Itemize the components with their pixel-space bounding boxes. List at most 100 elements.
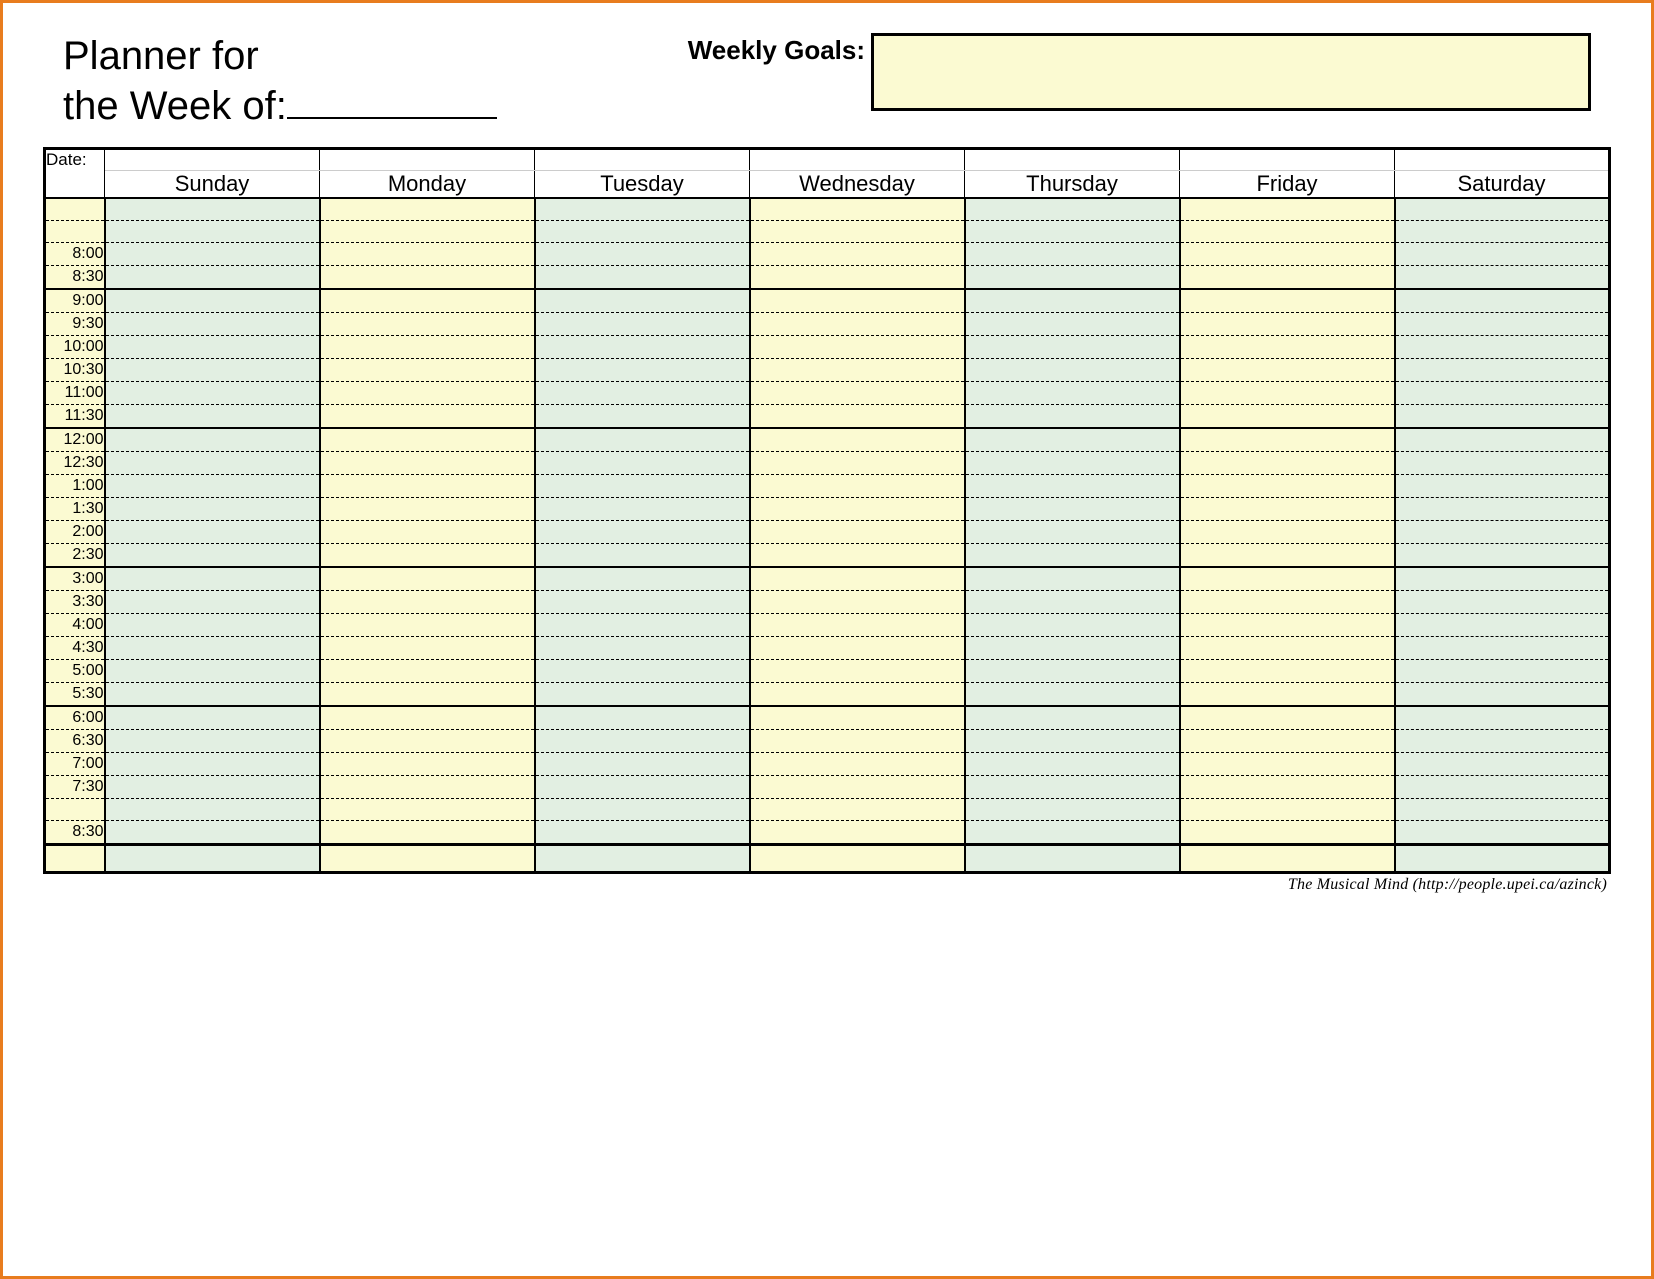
slot-cell[interactable] xyxy=(1180,497,1395,520)
slot-cell[interactable] xyxy=(535,474,750,497)
slot-cell[interactable] xyxy=(1180,358,1395,381)
slot-cell[interactable] xyxy=(105,729,320,752)
slot-cell[interactable] xyxy=(105,636,320,659)
slot-cell[interactable] xyxy=(1180,265,1395,289)
slot-cell[interactable] xyxy=(320,520,535,543)
slot-cell[interactable] xyxy=(1180,844,1395,872)
slot-cell[interactable] xyxy=(320,682,535,706)
slot-cell[interactable] xyxy=(105,682,320,706)
slot-cell[interactable] xyxy=(750,381,965,404)
slot-cell[interactable] xyxy=(535,242,750,265)
slot-cell[interactable] xyxy=(535,220,750,242)
slot-cell[interactable] xyxy=(1395,567,1610,591)
slot-cell[interactable] xyxy=(535,358,750,381)
slot-cell[interactable] xyxy=(1180,659,1395,682)
slot-cell[interactable] xyxy=(1180,752,1395,775)
slot-cell[interactable] xyxy=(750,358,965,381)
slot-cell[interactable] xyxy=(535,752,750,775)
slot-cell[interactable] xyxy=(1395,220,1610,242)
slot-cell[interactable] xyxy=(105,220,320,242)
slot-cell[interactable] xyxy=(320,220,535,242)
slot-cell[interactable] xyxy=(105,590,320,613)
slot-cell[interactable] xyxy=(965,289,1180,313)
slot-cell[interactable] xyxy=(1395,242,1610,265)
slot-cell[interactable] xyxy=(105,451,320,474)
slot-cell[interactable] xyxy=(1395,358,1610,381)
slot-cell[interactable] xyxy=(105,242,320,265)
slot-cell[interactable] xyxy=(320,404,535,428)
slot-cell[interactable] xyxy=(1180,381,1395,404)
slot-cell[interactable] xyxy=(320,775,535,798)
slot-cell[interactable] xyxy=(535,335,750,358)
slot-cell[interactable] xyxy=(1395,820,1610,844)
slot-cell[interactable] xyxy=(1395,520,1610,543)
slot-cell[interactable] xyxy=(750,451,965,474)
slot-cell[interactable] xyxy=(105,198,320,220)
slot-cell[interactable] xyxy=(1180,706,1395,730)
slot-cell[interactable] xyxy=(750,798,965,820)
slot-cell[interactable] xyxy=(965,613,1180,636)
slot-cell[interactable] xyxy=(320,659,535,682)
slot-cell[interactable] xyxy=(535,844,750,872)
slot-cell[interactable] xyxy=(750,636,965,659)
slot-cell[interactable] xyxy=(1395,451,1610,474)
slot-cell[interactable] xyxy=(320,752,535,775)
slot-cell[interactable] xyxy=(105,752,320,775)
slot-cell[interactable] xyxy=(750,613,965,636)
slot-cell[interactable] xyxy=(750,659,965,682)
slot-cell[interactable] xyxy=(1180,613,1395,636)
slot-cell[interactable] xyxy=(320,820,535,844)
slot-cell[interactable] xyxy=(320,198,535,220)
slot-cell[interactable] xyxy=(965,567,1180,591)
slot-cell[interactable] xyxy=(535,265,750,289)
slot-cell[interactable] xyxy=(535,798,750,820)
slot-cell[interactable] xyxy=(965,474,1180,497)
slot-cell[interactable] xyxy=(750,312,965,335)
slot-cell[interactable] xyxy=(1180,590,1395,613)
slot-cell[interactable] xyxy=(320,567,535,591)
slot-cell[interactable] xyxy=(1395,844,1610,872)
slot-cell[interactable] xyxy=(105,497,320,520)
slot-cell[interactable] xyxy=(1180,729,1395,752)
slot-cell[interactable] xyxy=(105,543,320,567)
slot-cell[interactable] xyxy=(965,729,1180,752)
slot-cell[interactable] xyxy=(1395,682,1610,706)
slot-cell[interactable] xyxy=(535,659,750,682)
slot-cell[interactable] xyxy=(1395,659,1610,682)
slot-cell[interactable] xyxy=(965,682,1180,706)
slot-cell[interactable] xyxy=(1180,798,1395,820)
slot-cell[interactable] xyxy=(1395,289,1610,313)
slot-cell[interactable] xyxy=(320,335,535,358)
slot-cell[interactable] xyxy=(965,497,1180,520)
slot-cell[interactable] xyxy=(965,590,1180,613)
slot-cell[interactable] xyxy=(105,820,320,844)
slot-cell[interactable] xyxy=(105,289,320,313)
slot-cell[interactable] xyxy=(535,312,750,335)
slot-cell[interactable] xyxy=(320,543,535,567)
slot-cell[interactable] xyxy=(750,520,965,543)
slot-cell[interactable] xyxy=(1395,335,1610,358)
slot-cell[interactable] xyxy=(1395,729,1610,752)
slot-cell[interactable] xyxy=(1395,381,1610,404)
slot-cell[interactable] xyxy=(1180,335,1395,358)
slot-cell[interactable] xyxy=(535,381,750,404)
slot-cell[interactable] xyxy=(105,381,320,404)
slot-cell[interactable] xyxy=(965,520,1180,543)
slot-cell[interactable] xyxy=(965,242,1180,265)
slot-cell[interactable] xyxy=(965,404,1180,428)
slot-cell[interactable] xyxy=(1395,312,1610,335)
slot-cell[interactable] xyxy=(105,335,320,358)
slot-cell[interactable] xyxy=(965,358,1180,381)
slot-cell[interactable] xyxy=(1180,682,1395,706)
slot-cell[interactable] xyxy=(965,312,1180,335)
slot-cell[interactable] xyxy=(750,682,965,706)
slot-cell[interactable] xyxy=(1395,706,1610,730)
slot-cell[interactable] xyxy=(1395,198,1610,220)
slot-cell[interactable] xyxy=(965,335,1180,358)
slot-cell[interactable] xyxy=(965,798,1180,820)
slot-cell[interactable] xyxy=(105,358,320,381)
slot-cell[interactable] xyxy=(105,844,320,872)
slot-cell[interactable] xyxy=(750,844,965,872)
slot-cell[interactable] xyxy=(750,335,965,358)
slot-cell[interactable] xyxy=(1180,198,1395,220)
